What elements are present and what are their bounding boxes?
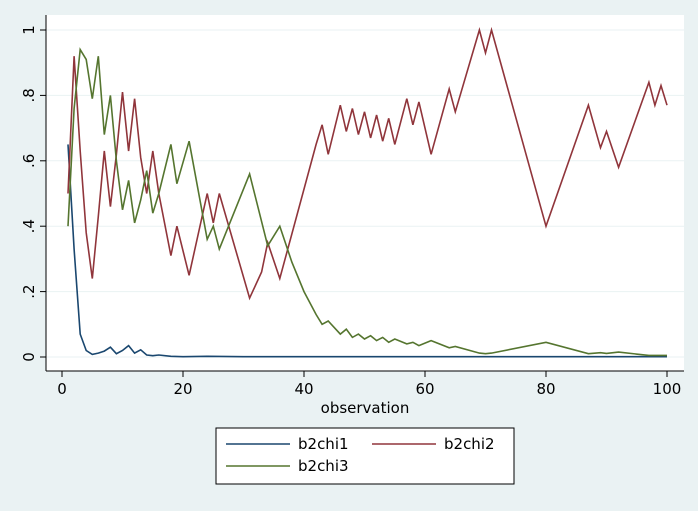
series-line-b2chi2: [67, 26, 668, 301]
x-tick-label: 100: [653, 380, 682, 398]
y-tick-label: .4: [20, 219, 38, 233]
x-axis-label: observation: [321, 399, 410, 417]
series-line-b2chi1: [67, 144, 667, 358]
plot-region: [46, 15, 684, 371]
x-tick-label: 0: [57, 380, 67, 398]
x-axis-ticks: 0 20 40 60 80 100: [57, 371, 681, 398]
y-tick-label: .6: [20, 154, 38, 168]
grid-lines: [46, 29, 684, 358]
legend-box: [215, 427, 515, 485]
x-tick-label: 40: [294, 380, 313, 398]
y-axis-ticks: 0 .2 .4 .6 .8 1: [20, 25, 46, 362]
y-tick-label: .2: [20, 284, 38, 298]
legend: b2chi1 b2chi2 b2chi3: [215, 427, 515, 485]
series-layer: [67, 26, 668, 358]
legend-label-b2chi1: b2chi1: [298, 435, 349, 453]
y-tick-label: .8: [20, 88, 38, 102]
x-tick-label: 80: [536, 380, 555, 398]
legend-label-b2chi2: b2chi2: [444, 435, 495, 453]
y-tick-label: 0: [20, 352, 38, 362]
x-tick-label: 20: [173, 380, 192, 398]
legend-label-b2chi3: b2chi3: [298, 457, 349, 475]
series-line-b2chi3: [67, 47, 667, 357]
y-tick-label: 1: [20, 25, 38, 35]
x-tick-label: 60: [415, 380, 434, 398]
